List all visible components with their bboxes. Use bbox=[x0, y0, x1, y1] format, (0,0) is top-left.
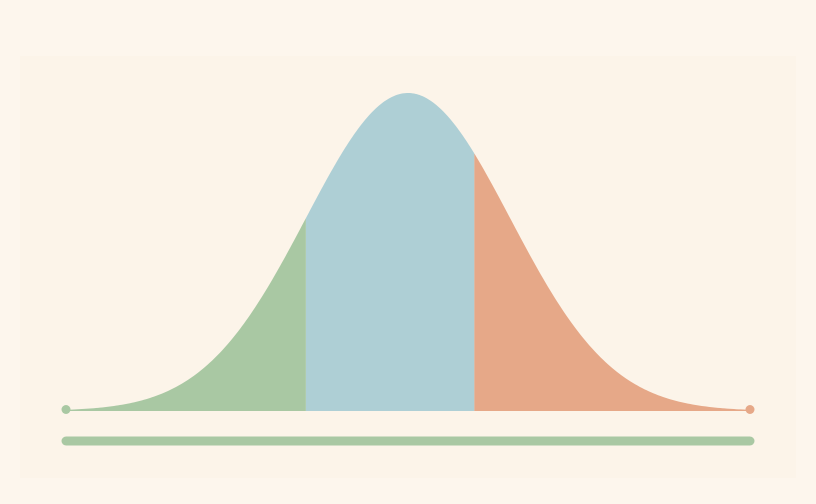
curve-region-3 bbox=[474, 153, 750, 411]
curve-left-cap bbox=[61, 405, 71, 414]
curve-region-2 bbox=[305, 93, 475, 411]
curve-region-1 bbox=[66, 218, 306, 411]
curve-regions bbox=[61, 93, 755, 414]
curve-right-cap bbox=[745, 405, 755, 414]
